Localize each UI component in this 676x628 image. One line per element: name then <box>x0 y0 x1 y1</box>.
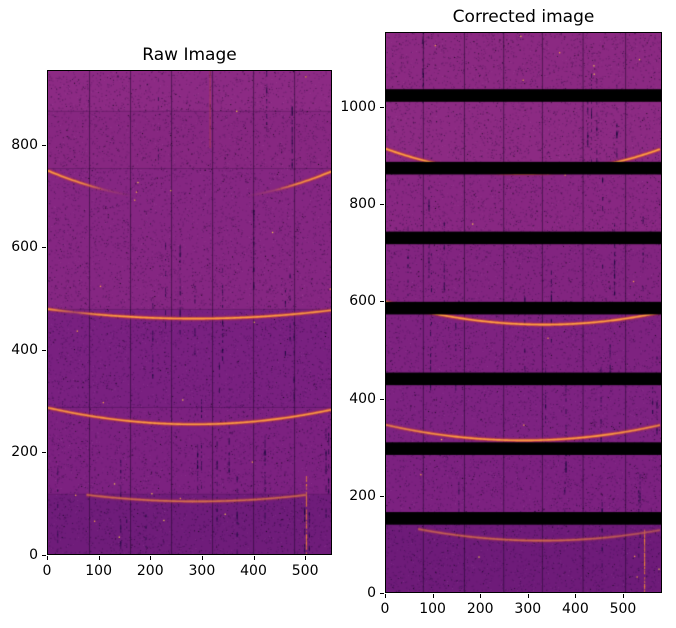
x-tick-label: 0 <box>42 563 52 579</box>
x-tick-label: 100 <box>419 601 446 617</box>
y-tick-label: 600 <box>349 293 376 310</box>
x-tick-mark <box>575 594 577 598</box>
raw-image-title: Raw Image <box>142 45 237 65</box>
x-tick-label: 300 <box>514 601 542 617</box>
y-tick-label: 200 <box>349 487 376 504</box>
x-tick-mark <box>98 556 100 560</box>
x-tick-mark <box>253 556 255 560</box>
x-tick-label: 500 <box>609 601 637 617</box>
x-tick-mark <box>201 556 203 560</box>
corrected-image-title: Corrected image <box>452 7 595 27</box>
y-tick-label: 800 <box>11 136 38 153</box>
raw-image-axes-frame <box>47 70 332 555</box>
x-tick-mark <box>305 556 307 560</box>
x-tick-mark <box>47 556 48 560</box>
corrected-image-canvas <box>386 33 661 592</box>
x-tick-label: 200 <box>466 601 494 617</box>
y-tick-mark <box>380 301 384 303</box>
y-tick-label: 1000 <box>340 98 376 115</box>
y-tick-mark <box>42 452 46 454</box>
y-tick-label: 400 <box>11 341 38 358</box>
raw-image-canvas <box>48 71 331 554</box>
y-tick-mark <box>42 555 46 556</box>
y-tick-mark <box>42 247 46 249</box>
y-tick-label: 0 <box>367 585 376 601</box>
y-tick-mark <box>380 106 384 108</box>
x-tick-mark <box>385 594 386 598</box>
y-tick-mark <box>42 349 46 351</box>
x-tick-mark <box>150 556 152 560</box>
y-tick-label: 400 <box>349 390 376 407</box>
y-tick-label: 600 <box>11 239 38 256</box>
y-tick-mark <box>380 398 384 400</box>
x-tick-mark <box>432 594 434 598</box>
x-tick-label: 300 <box>188 563 216 579</box>
y-tick-label: 0 <box>29 547 38 563</box>
y-tick-mark <box>380 495 384 497</box>
x-tick-mark <box>622 594 624 598</box>
y-tick-mark <box>42 144 46 146</box>
y-tick-label: 800 <box>349 196 376 213</box>
x-tick-label: 500 <box>291 563 319 579</box>
x-tick-mark <box>480 594 482 598</box>
x-tick-label: 400 <box>562 601 589 617</box>
y-tick-mark <box>380 204 384 206</box>
y-tick-label: 200 <box>11 444 38 461</box>
x-tick-mark <box>527 594 529 598</box>
x-tick-label: 400 <box>240 563 267 579</box>
x-tick-label: 0 <box>380 601 390 617</box>
x-tick-label: 200 <box>136 563 164 579</box>
x-tick-label: 100 <box>85 563 112 579</box>
y-tick-mark <box>380 593 384 594</box>
corrected-image-axes-frame <box>385 32 662 593</box>
